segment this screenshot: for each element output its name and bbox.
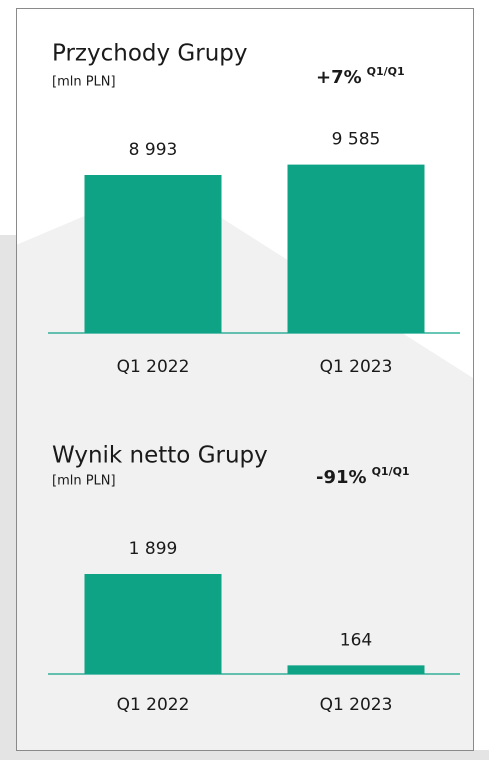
value-label: 1 899 [129,539,178,559]
bar [84,574,222,674]
bar [287,665,425,674]
category-label: Q1 2022 [117,695,190,715]
change-period: Q1/Q1 [367,65,405,78]
change-annotation: -91% Q1/Q1 [316,465,410,488]
category-label: Q1 2022 [117,357,190,377]
change-annotation: +7% Q1/Q1 [316,65,405,88]
change-period: Q1/Q1 [372,465,410,478]
chart-title: Przychody Grupy [52,41,248,67]
frame [16,8,474,751]
change-value: +7% [316,67,362,88]
value-label: 8 993 [129,140,178,160]
chart-title: Wynik netto Grupy [52,443,268,469]
chart-subtitle: [mln PLN] [52,474,116,489]
chart-subtitle: [mln PLN] [52,75,116,90]
background-strip [0,750,489,760]
change-value: -91% [316,467,367,488]
category-label: Q1 2023 [320,357,393,377]
background-strip [0,235,16,760]
value-label: 164 [340,630,372,650]
bar [287,164,425,333]
bar [84,175,222,333]
category-label: Q1 2023 [320,695,393,715]
value-label: 9 585 [332,130,381,150]
